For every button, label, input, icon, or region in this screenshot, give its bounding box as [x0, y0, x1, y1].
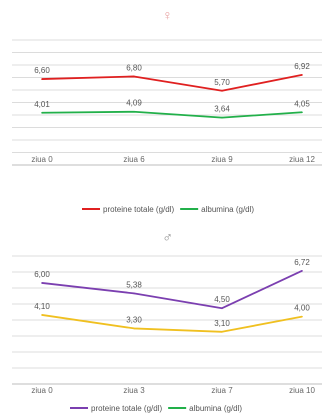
x-tick-label: ziua 0: [31, 386, 53, 395]
data-point: [301, 111, 303, 114]
legend-label: proteine totale (g/dl): [91, 404, 162, 413]
series-line: [41, 74, 303, 92]
data-label: 4,10: [34, 302, 50, 311]
data-point: [301, 315, 303, 318]
x-tick-label: ziua 3: [123, 386, 145, 395]
chart-title: ♀: [162, 7, 173, 23]
data-point: [41, 78, 43, 80]
x-tick-label: ziua 6: [123, 155, 145, 164]
data-label: 3,10: [214, 319, 230, 328]
data-point: [133, 75, 135, 78]
data-label: 3,30: [126, 315, 142, 324]
data-label: 6,92: [294, 62, 310, 71]
x-tick-label: ziua 10: [289, 386, 315, 395]
legend-label: proteine totale (g/dl): [103, 205, 174, 214]
data-label: 5,70: [214, 78, 230, 87]
data-point: [133, 110, 135, 113]
x-tick-label: ziua 7: [211, 386, 233, 395]
legend-label: albumina (g/dl): [189, 404, 242, 413]
series-line: [41, 110, 303, 119]
data-label: 3,64: [214, 105, 230, 114]
data-label: 6,72: [294, 258, 310, 267]
data-label: 4,05: [294, 99, 310, 108]
data-point: [301, 74, 303, 76]
data-label: 6,60: [34, 66, 50, 75]
x-tick-label: ziua 9: [211, 155, 233, 164]
data-point: [301, 270, 303, 272]
data-point: [41, 111, 43, 114]
data-point: [133, 327, 135, 330]
series-line: [41, 314, 303, 333]
data-point: [221, 330, 223, 333]
x-tick-label: ziua 0: [31, 155, 53, 164]
data-point: [221, 89, 223, 92]
data-point: [221, 307, 223, 310]
data-label: 6,80: [126, 63, 142, 72]
chart-title: ♂: [162, 229, 173, 245]
data-point: [133, 292, 135, 295]
data-label: 4,09: [126, 99, 142, 108]
x-tick-label: ziua 12: [289, 155, 315, 164]
data-label: 5,38: [126, 280, 142, 289]
data-label: 4,00: [294, 304, 310, 313]
data-label: 4,01: [34, 100, 50, 109]
data-point: [41, 314, 43, 316]
data-label: 6,00: [34, 270, 50, 279]
series-line: [41, 270, 303, 310]
data-point: [41, 282, 43, 284]
legend-label: albumina (g/dl): [201, 205, 254, 214]
data-label: 4,50: [214, 295, 230, 304]
data-point: [221, 116, 223, 119]
